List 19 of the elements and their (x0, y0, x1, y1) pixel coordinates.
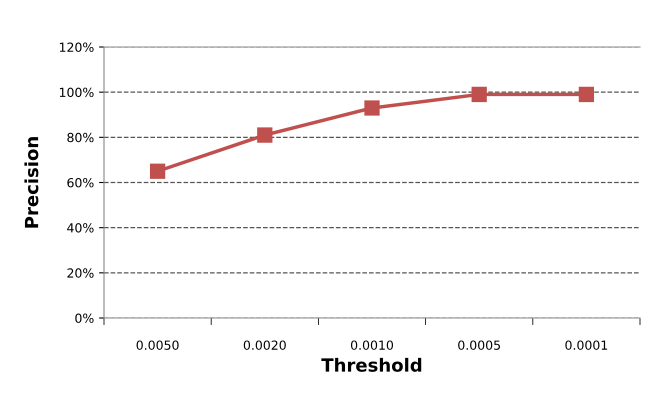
x-tick-label: 0.0020 (244, 340, 286, 350)
x-tick-label: 0.0010 (350, 340, 394, 350)
y-tick-label: 0% (75, 313, 94, 323)
x-tick-label: 0.0050 (136, 340, 179, 350)
y-tick-label: 120% (60, 42, 94, 52)
y-tick-label: 80% (67, 132, 94, 142)
y-tick-label: 60% (67, 178, 94, 188)
point (578, 86, 594, 102)
point (257, 127, 272, 143)
y-tick-label: 100% (60, 88, 94, 98)
x-tick-label: 0.0001 (565, 340, 608, 350)
point (364, 100, 380, 116)
point (150, 164, 166, 179)
point (472, 86, 487, 102)
x-axis-title: Threshold (321, 358, 422, 372)
y-axis-title: Precision (24, 137, 38, 228)
x-tick-label: 0.0005 (458, 340, 500, 350)
y-tick-label: 40% (67, 223, 94, 233)
y-tick-label: 20% (67, 268, 94, 278)
